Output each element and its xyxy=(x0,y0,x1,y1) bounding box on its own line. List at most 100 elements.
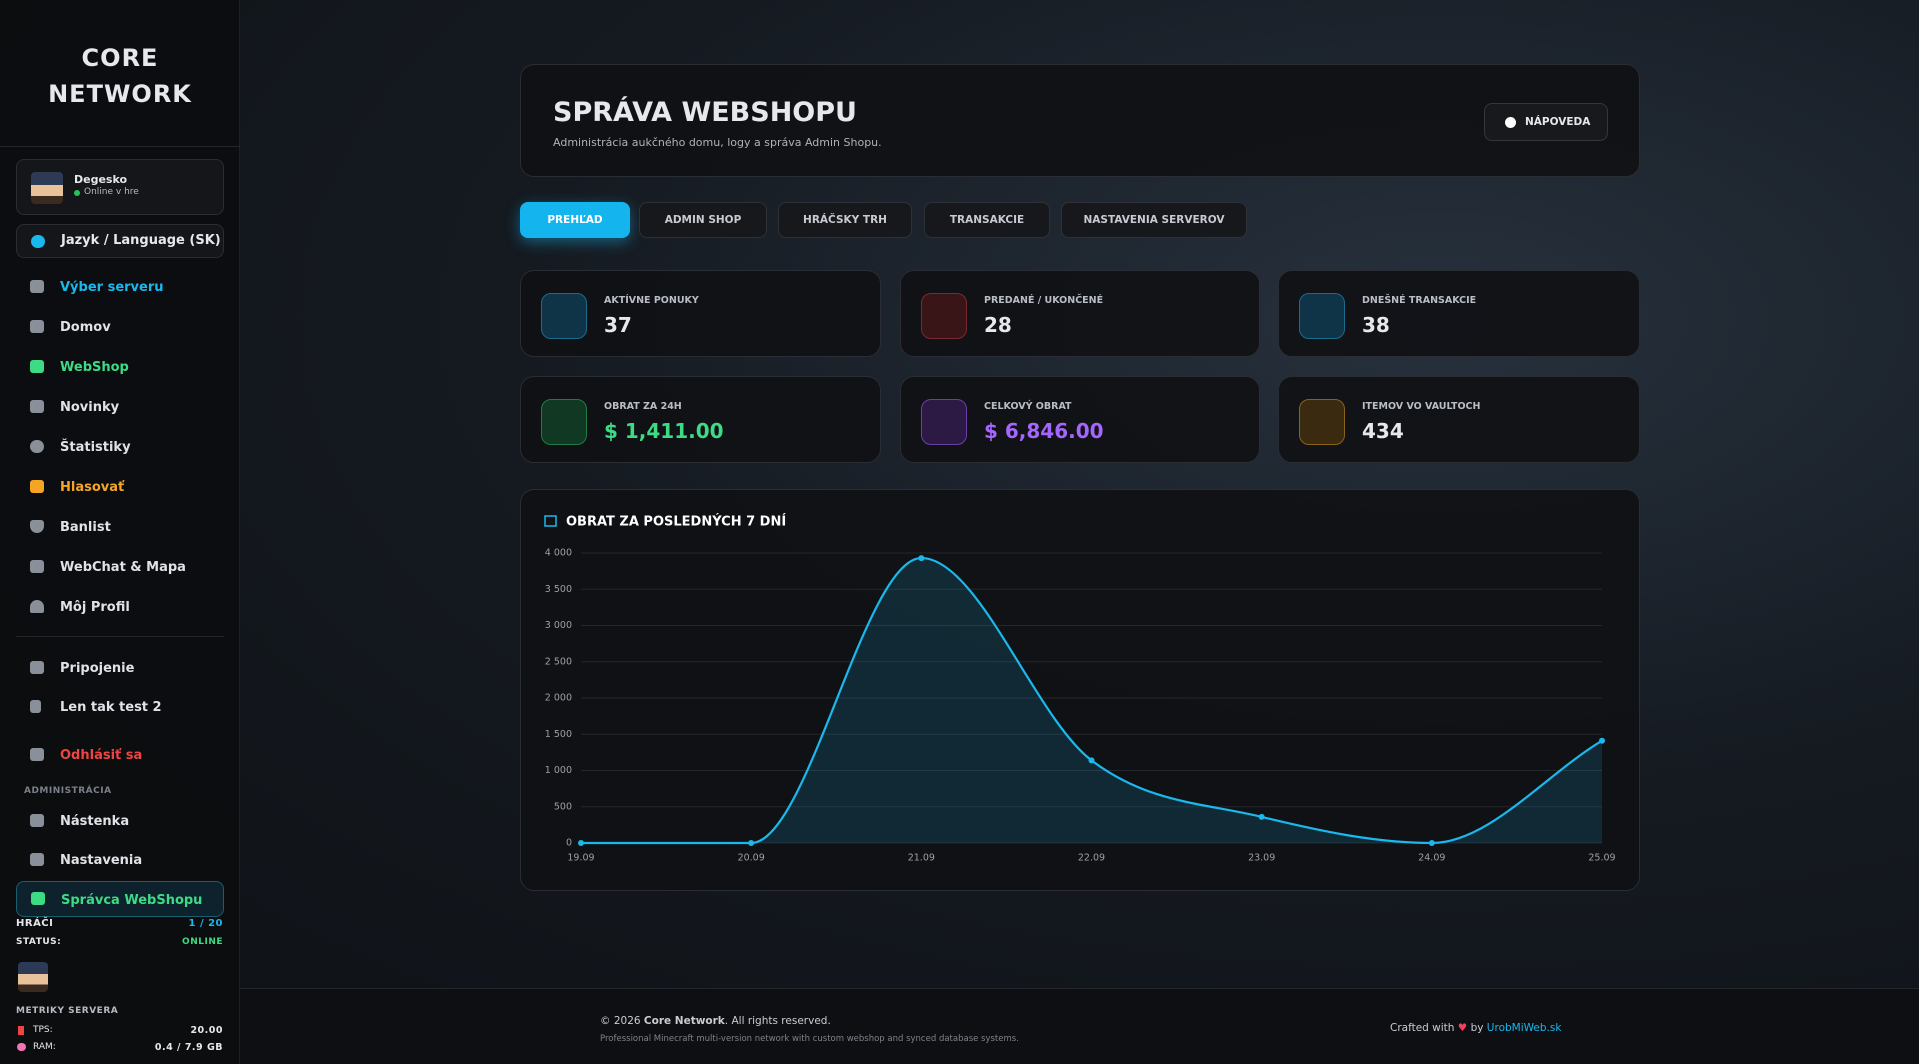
stat-icon xyxy=(921,293,967,339)
icon xyxy=(30,600,44,613)
credits-text: by xyxy=(1470,1022,1484,1034)
credits-link[interactable]: UrobMiWeb.sk xyxy=(1486,1022,1562,1034)
nav-item[interactable]: WebShop xyxy=(16,350,224,384)
ram-label: RAM: xyxy=(33,1042,56,1052)
nav-label: Domov xyxy=(60,320,111,335)
nav-label: Hlasovať xyxy=(60,480,125,495)
status-value: ONLINE xyxy=(182,937,223,947)
icon xyxy=(30,520,44,533)
stat-card: DNEŠNÉ TRANSAKCIE 38 xyxy=(1278,270,1640,357)
stat-icon xyxy=(541,399,587,445)
help-button[interactable]: NÁPOVEDA xyxy=(1484,103,1608,141)
divider xyxy=(16,636,224,637)
stat-card: AKTÍVNE PONUKY 37 xyxy=(520,270,881,357)
nav-item-active[interactable]: Správca WebShopu xyxy=(16,881,224,917)
language-select[interactable]: Jazyk / Language (SK) xyxy=(16,224,224,258)
x-tick-label: 22.09 xyxy=(1078,853,1105,864)
nav-item[interactable]: Nastavenia xyxy=(16,843,224,877)
stat-value: 28 xyxy=(984,313,1012,337)
logout[interactable]: Odhlásiť sa xyxy=(16,738,224,772)
stat-value: 37 xyxy=(604,313,632,337)
point xyxy=(578,840,584,846)
icon xyxy=(1505,117,1516,128)
ram-icon xyxy=(17,1043,26,1051)
nav-item[interactable]: Štatistiky xyxy=(16,430,224,464)
help-label: NÁPOVEDA xyxy=(1525,116,1591,128)
point xyxy=(918,555,925,562)
icon xyxy=(30,360,44,373)
icon xyxy=(30,320,44,333)
section-heading: ADMINISTRÁCIA xyxy=(24,786,112,796)
status-label: STATUS: xyxy=(16,937,62,947)
point xyxy=(1088,757,1095,764)
nav-item[interactable]: Nástenka xyxy=(16,804,224,838)
tab[interactable]: ADMIN SHOP xyxy=(639,202,767,238)
stat-label: AKTÍVNE PONUKY xyxy=(604,295,699,306)
nav-label: Pripojenie xyxy=(60,661,135,676)
y-tick-label: 1 000 xyxy=(545,765,572,776)
point xyxy=(748,840,755,846)
copyright: © 2026 Core Network. All rights reserved… xyxy=(600,1015,831,1027)
nav-item[interactable]: Hlasovať xyxy=(16,470,224,504)
y-tick-label: 1 500 xyxy=(545,729,572,740)
nav-label: Môj Profil xyxy=(60,600,130,615)
tps-label: TPS: xyxy=(33,1025,53,1035)
chart-card: OBRAT ZA POSLEDNÝCH 7 DNÍ 0 500 1 000 1 500… xyxy=(520,489,1640,891)
icon xyxy=(30,280,44,293)
nav-item[interactable]: WebChat & Mapa xyxy=(16,550,224,584)
players-label: HRÁČI xyxy=(16,918,54,929)
point xyxy=(1258,813,1265,820)
y-tick-label: 4 000 xyxy=(545,548,572,559)
tab[interactable]: TRANSAKCIE xyxy=(924,202,1050,238)
nav-label: Odhlásiť sa xyxy=(60,748,143,763)
nav-item[interactable]: Banlist xyxy=(16,510,224,544)
user-card[interactable]: Degesko Online v hre xyxy=(16,159,224,215)
stat-label: CELKOVÝ OBRAT xyxy=(984,401,1072,412)
icon xyxy=(30,440,44,453)
area-fill xyxy=(581,558,1602,843)
stat-card: CELKOVÝ OBRAT $ 6,846.00 xyxy=(900,376,1260,463)
y-tick-label: 3 000 xyxy=(545,620,572,631)
copyright-text: . All rights reserved. xyxy=(724,1015,831,1027)
brand: CORE NETWORK xyxy=(48,44,192,108)
nav-label: Správca WebShopu xyxy=(61,893,203,908)
tab[interactable]: HRÁČSKY TRH xyxy=(778,202,912,238)
y-tick-label: 2 500 xyxy=(545,656,572,667)
icon xyxy=(31,235,45,248)
page-title: SPRÁVA WEBSHOPU xyxy=(553,97,857,128)
metrics-heading: METRIKY SERVERA xyxy=(16,1006,119,1016)
credits: Crafted with ♥ by UrobMiWeb.sk xyxy=(1390,1022,1561,1034)
stat-icon xyxy=(1299,399,1345,445)
stat-icon xyxy=(541,293,587,339)
nav-item[interactable]: Pripojenie xyxy=(16,651,224,685)
icon xyxy=(30,700,41,713)
icon xyxy=(30,748,44,761)
icon xyxy=(30,661,44,674)
tab[interactable]: PREHĽAD xyxy=(520,202,630,238)
stat-card: ITEMOV VO VAULTOCH 434 xyxy=(1278,376,1640,463)
players-value: 1 / 20 xyxy=(188,918,223,929)
nav-item[interactable]: Výber serveru xyxy=(16,270,224,304)
nav-item[interactable]: Môj Profil xyxy=(16,590,224,624)
stat-value: $ 6,846.00 xyxy=(984,419,1104,443)
nav-item[interactable]: Domov xyxy=(16,310,224,344)
heart-icon: ♥ xyxy=(1457,1022,1468,1034)
nav-label: Výber serveru xyxy=(60,280,164,295)
status-dot xyxy=(74,190,80,196)
ram-value: 0.4 / 7.9 GB xyxy=(154,1042,223,1053)
nav-item[interactable]: Novinky xyxy=(16,390,224,424)
x-tick-label: 24.09 xyxy=(1418,853,1445,864)
stat-label: ITEMOV VO VAULTOCH xyxy=(1362,401,1481,412)
tps-icon xyxy=(18,1026,24,1035)
point xyxy=(1428,840,1435,846)
credits-text: Crafted with xyxy=(1390,1022,1455,1034)
language-label: Jazyk / Language (SK) xyxy=(61,233,221,248)
x-tick-label: 21.09 xyxy=(908,853,935,864)
nav-label: Banlist xyxy=(60,520,111,535)
icon xyxy=(30,400,44,413)
nav-item[interactable]: Len tak test 2 xyxy=(16,690,224,724)
tab[interactable]: NASTAVENIA SERVEROV xyxy=(1061,202,1247,238)
x-tick-label: 23.09 xyxy=(1248,853,1275,864)
stat-label: OBRAT ZA 24H xyxy=(604,401,682,412)
